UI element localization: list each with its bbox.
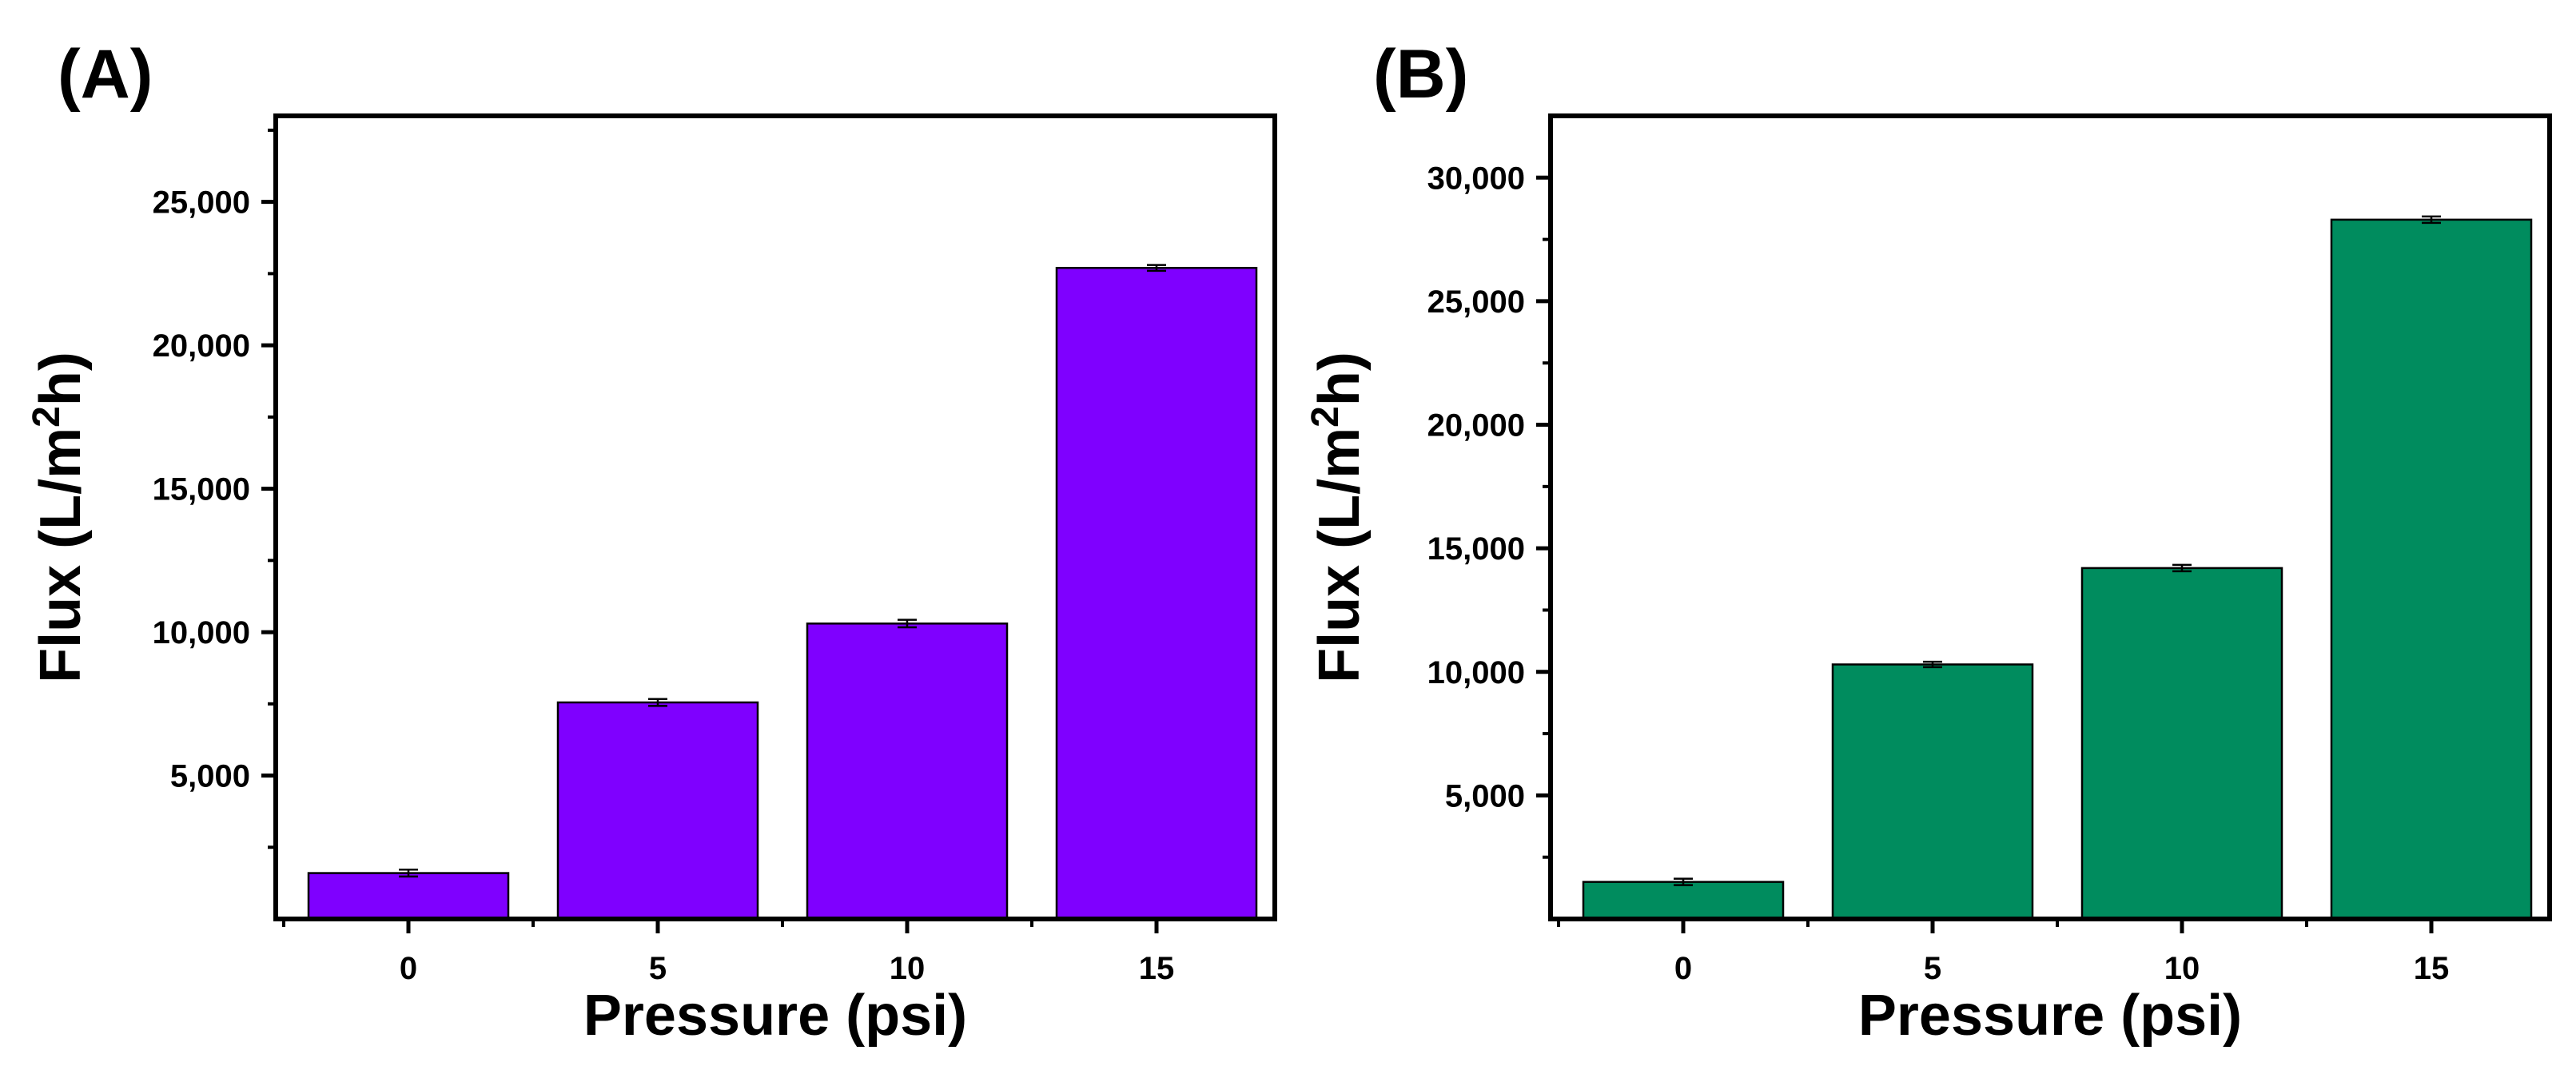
error-bar-15 xyxy=(1147,264,1166,272)
error-bar-15 xyxy=(2422,215,2441,225)
bar-10 xyxy=(2080,567,2283,921)
y-tick-label: 20,000 xyxy=(153,328,250,364)
bar-5 xyxy=(556,701,759,921)
x-tick-label: 15 xyxy=(2414,951,2450,986)
panel-label: (A) xyxy=(58,36,153,113)
error-bar-0 xyxy=(399,869,418,878)
plot-frame xyxy=(1548,113,2552,921)
y-tick-label: 5,000 xyxy=(170,759,250,794)
error-bar-5 xyxy=(648,698,667,707)
y-tick-label: 5,000 xyxy=(1445,778,1525,813)
x-tick-label: 0 xyxy=(400,951,417,986)
x-tick-label: 0 xyxy=(1674,951,1692,986)
bar-0 xyxy=(1582,881,1785,921)
x-tick-label: 5 xyxy=(1924,951,1941,986)
bar-5 xyxy=(1831,663,2034,921)
y-tick-label: 15,000 xyxy=(1427,531,1525,567)
x-axis-title: Pressure (psi) xyxy=(583,984,967,1048)
y-tick-label: 20,000 xyxy=(1427,408,1525,444)
chart-panel-a: (A) 0 5 10 15 5,000 10,000 15,000 20,000 25,000 Pr… xyxy=(26,36,1277,1048)
error-bar-10 xyxy=(898,619,917,629)
panel-label: (B) xyxy=(1373,36,1468,113)
y-tick-label: 30,000 xyxy=(1427,161,1525,196)
error-bar-10 xyxy=(2172,563,2192,573)
error-bar-5 xyxy=(1923,660,1942,669)
y-tick-label: 10,000 xyxy=(153,615,250,650)
bar-0 xyxy=(307,872,510,921)
y-tick-label: 10,000 xyxy=(1427,655,1525,690)
bar-10 xyxy=(806,623,1009,921)
x-axis-title: Pressure (psi) xyxy=(1858,984,2242,1048)
x-tick-label: 10 xyxy=(890,951,926,986)
x-tick-label: 10 xyxy=(2164,951,2200,986)
y-tick-label: 25,000 xyxy=(1427,284,1525,320)
y-axis-title: Flux (L/m2h) xyxy=(26,352,93,683)
plot-frame xyxy=(273,113,1277,921)
x-tick-label: 15 xyxy=(1139,951,1175,986)
error-bar-0 xyxy=(1674,877,1693,886)
x-tick-label: 5 xyxy=(649,951,667,986)
y-axis-title: Flux (L/m2h) xyxy=(1304,352,1372,683)
y-tick-label: 25,000 xyxy=(153,185,250,221)
y-tick-label: 15,000 xyxy=(153,472,250,507)
bar-15 xyxy=(2330,218,2533,921)
bar-15 xyxy=(1055,266,1258,921)
chart-panel-b: (B) 0 5 10 15 5,000 10,000 15,000 20,000 25,000 30… xyxy=(1304,36,2552,1048)
